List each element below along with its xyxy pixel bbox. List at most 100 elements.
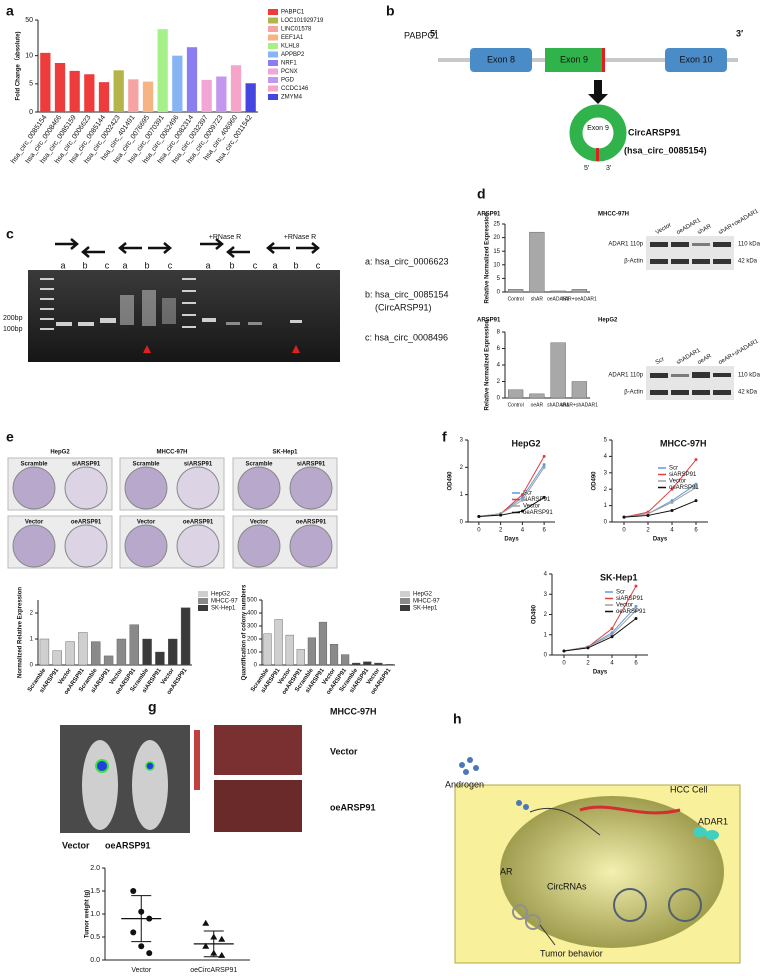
y-tick-label: 0 — [544, 653, 548, 659]
androgen-label: Androgen — [445, 779, 484, 789]
y-tick-label: 4 — [604, 454, 608, 460]
point — [146, 950, 153, 957]
group-label: siARSP91 — [72, 462, 101, 468]
colony-plate — [12, 524, 56, 568]
group-label: oeARSP91 — [296, 520, 327, 526]
lane-label: c — [253, 260, 258, 270]
point — [542, 463, 546, 467]
bar — [507, 289, 524, 293]
legend-swatch — [198, 598, 208, 604]
bar — [52, 650, 62, 666]
legend-label: oeARSP91 — [669, 485, 699, 491]
bar — [341, 654, 350, 666]
series-line — [623, 487, 697, 518]
legend-label: LINC01578 — [281, 27, 312, 33]
x-tick-label: 2 — [586, 661, 590, 667]
series-line — [478, 467, 545, 518]
legend-swatch — [268, 94, 278, 100]
point — [634, 608, 638, 612]
blot-size: 42 kDa — [738, 390, 758, 396]
x-tick-label: 0 — [562, 661, 566, 667]
bar — [363, 661, 372, 666]
bar — [529, 393, 545, 399]
lane-label: a — [122, 260, 127, 270]
legend-swatch — [268, 85, 278, 92]
group-label: Scramble — [132, 462, 160, 468]
mouse-image — [60, 725, 190, 833]
point — [670, 487, 674, 491]
y-tick-label: 1.5 — [90, 888, 100, 895]
primer-arrow — [148, 242, 172, 254]
x-tick-label: 6 — [634, 661, 638, 667]
blot-row: ADAR1 110p — [608, 373, 643, 379]
bar — [39, 638, 50, 666]
panel-label: g — [148, 699, 157, 715]
y-tick-label: 300 — [247, 624, 258, 630]
bar — [113, 70, 124, 112]
legend-label: oeARSP91 — [616, 609, 646, 615]
colony-plate — [289, 466, 333, 510]
mouse — [132, 740, 168, 830]
point — [520, 498, 524, 502]
y-tick-label: 1 — [544, 632, 548, 638]
x-tick-label: 4 — [521, 528, 525, 534]
point — [634, 604, 638, 608]
bar — [274, 619, 283, 666]
y-tick-label: 25 — [493, 222, 500, 228]
key-label: c: hsa_circ_0008496 — [365, 332, 448, 342]
bar — [352, 662, 361, 666]
colony-plate — [289, 524, 333, 568]
bar — [230, 65, 242, 112]
y-tick-label: 0.0 — [90, 957, 100, 964]
y-tick-label: 0 — [254, 663, 258, 669]
bar — [172, 55, 183, 112]
x-tick-label: 2 — [646, 528, 650, 534]
y-tick-label: 1 — [604, 503, 608, 509]
y-axis-label: OD490 — [532, 604, 538, 624]
cell-label: MHCC-97H — [330, 706, 377, 716]
legend-swatch — [268, 77, 278, 83]
y-tick-label: 200 — [247, 637, 258, 643]
y-tick-label: 2 — [497, 379, 501, 385]
cell-label: MHCC-97H — [156, 450, 187, 456]
legend-label: Vector — [616, 603, 633, 609]
point — [130, 929, 137, 936]
panel-label: e — [6, 429, 14, 445]
legend-label: PGD — [281, 78, 295, 84]
red-triangle — [292, 345, 300, 353]
lane-label: b — [82, 260, 87, 270]
mouse-label: Vector — [62, 840, 90, 850]
legend-swatch — [198, 605, 208, 611]
tumor-photo — [214, 725, 302, 775]
legend-label: NRF1 — [281, 61, 297, 67]
bar — [296, 649, 305, 666]
bar — [98, 82, 110, 112]
point — [634, 617, 638, 621]
y-tick-label: 1.0 — [90, 911, 100, 918]
lane-label: a — [60, 260, 65, 270]
gel-bands — [40, 278, 302, 330]
arrow — [529, 807, 601, 836]
legend-label: CCDC146 — [281, 86, 309, 92]
y-tick-label: 15 — [493, 249, 500, 255]
red-triangle — [143, 345, 151, 353]
group-label: Scramble — [245, 462, 273, 468]
legend-label: SK-Hep1 — [413, 606, 438, 612]
key-label: a: hsa_circ_0006623 — [365, 256, 449, 266]
legend-label: LOC101929719 — [281, 18, 324, 24]
lane-label: shAR+oeADAR1 — [718, 208, 760, 236]
point — [130, 888, 137, 894]
legend-label: siARSP91 — [669, 472, 697, 478]
legend-swatch — [268, 34, 278, 41]
behavior-label: Tumor behavior — [540, 948, 603, 958]
lane-label: b — [293, 260, 298, 270]
y-axis-label: Relative Normalized Expression — [485, 319, 491, 410]
chart-title: MHCC-97H — [660, 438, 707, 448]
group-label: oeARSP91 — [71, 520, 102, 526]
point — [610, 627, 614, 631]
exon-label: Exon 8 — [487, 54, 515, 64]
x-tick-label: 2 — [499, 528, 503, 534]
x-tick-label: oeCircARSP91 — [190, 967, 237, 974]
legend-label: MHCC-97 — [413, 599, 440, 605]
legend-swatch — [400, 591, 410, 597]
